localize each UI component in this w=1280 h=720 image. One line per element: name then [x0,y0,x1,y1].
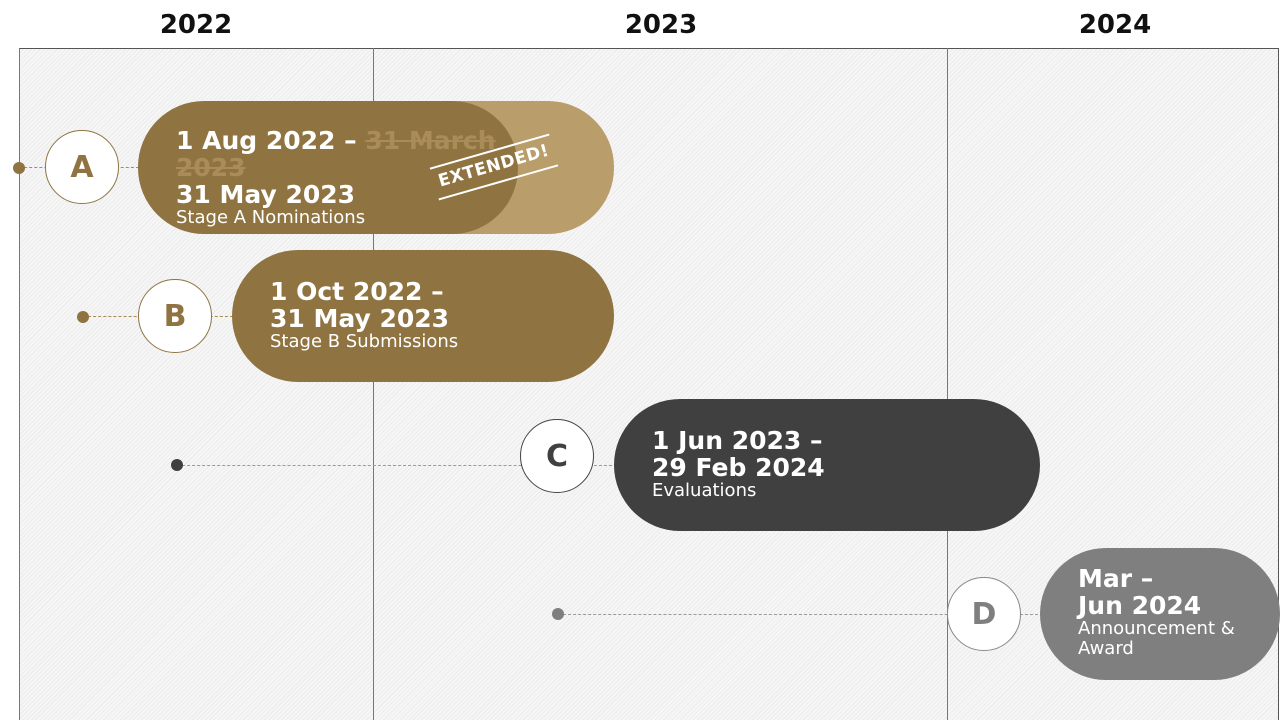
timeline-right-border [1278,48,1279,720]
stage-d-description: Announcement & Award [1078,618,1235,659]
stage-d-dates: Mar – Jun 2024 [1078,564,1202,620]
stage-a-circle: A [45,130,119,204]
stage-b-circle: B [138,279,212,353]
stage-c-connector [177,465,617,466]
stage-c-description: Evaluations [652,480,757,501]
stage-b-dates: 1 Oct 2022 – 31 May 2023 [270,277,450,333]
year-header-2024: 2024 [1078,10,1152,40]
stage-d-circle: D [947,577,1021,651]
stage-d-pill: Mar – Jun 2024 Announcement & Award [1040,548,1280,680]
stage-c-start-dot [171,459,183,471]
stage-a-original-end-date: 31 March 2023 [176,126,496,182]
divider-2024 [947,48,948,720]
stage-d-start-dot [552,608,564,620]
stage-b-start-dot [77,311,89,323]
stage-a-start-dot [13,162,25,174]
stage-c-dates: 1 Jun 2023 – 29 Feb 2024 [652,426,825,482]
stage-c-pill: 1 Jun 2023 – 29 Feb 2024 Evaluations [614,399,1040,531]
stage-d-connector [558,614,1043,615]
stage-a-description: Stage A Nominations [176,207,366,228]
stage-a-pill: 1 Aug 2022 – 31 March 2023 31 May 2023 St… [138,101,518,234]
stage-a-start-date: 1 Aug 2022 – [176,126,357,155]
stage-a-dates: 1 Aug 2022 – 31 March 2023 31 May 2023 [176,127,518,208]
stage-a-new-end-date: 31 May 2023 [176,180,356,209]
year-header-2022: 2022 [159,10,233,40]
stage-c-circle: C [520,419,594,493]
year-header-2023: 2023 [624,10,698,40]
divider-2023 [373,48,374,720]
stage-b-pill: 1 Oct 2022 – 31 May 2023 Stage B Submiss… [232,250,614,382]
stage-b-description: Stage B Submissions [270,331,459,352]
